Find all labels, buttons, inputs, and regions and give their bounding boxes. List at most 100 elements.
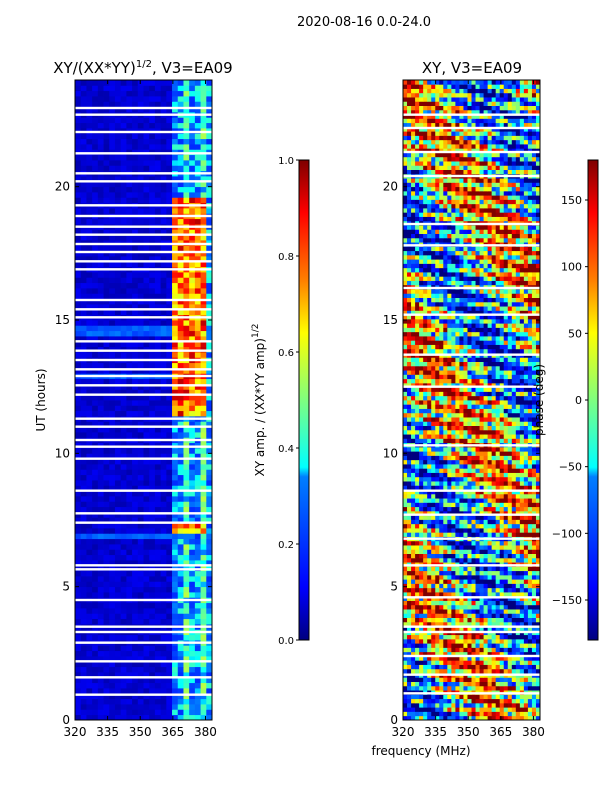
phase-cell: [451, 540, 456, 546]
phase-cell: [467, 515, 472, 520]
phase-cell: [419, 549, 424, 554]
amplitude-cell: [92, 288, 99, 294]
amplitude-cell: [149, 394, 156, 401]
amplitude-cell: [103, 613, 110, 620]
phase-cell: [491, 715, 497, 721]
phase-cell: [503, 498, 509, 503]
phase-cell: [411, 596, 416, 601]
amplitude-cell: [120, 661, 127, 668]
phase-cell: [415, 519, 420, 525]
amplitude-cell: [143, 410, 150, 417]
amplitude-cell: [166, 501, 173, 508]
phase-cell: [527, 545, 533, 550]
phase-cell: [475, 600, 480, 606]
phase-cell: [483, 677, 489, 682]
phase-cell: [403, 677, 408, 682]
phase-cell: [411, 698, 416, 704]
phase-cell: [419, 579, 424, 584]
amplitude-cell: [75, 378, 82, 385]
amplitude-cell: [80, 528, 87, 534]
phase-cell: [507, 668, 513, 674]
phase-cell: [439, 540, 444, 546]
phase-cell: [407, 583, 412, 589]
phase-cell: [535, 587, 541, 593]
amplitude-cell: [97, 613, 104, 620]
amplitude-cell: [80, 581, 87, 588]
amplitude-cell: [97, 586, 104, 593]
phase-cell: [495, 553, 501, 559]
amplitude-cell: [189, 293, 196, 300]
phase-cell: [407, 498, 412, 503]
phase-cell: [531, 545, 537, 550]
phase-cell: [515, 549, 521, 554]
amplitude-cell: [80, 96, 87, 102]
amplitude-cell: [143, 672, 150, 678]
amplitude-cell: [172, 490, 179, 497]
phase-cell: [407, 587, 412, 593]
phase-cell: [467, 634, 472, 640]
amplitude-cell: [194, 490, 201, 497]
amplitude-cell: [120, 80, 127, 86]
amplitude-cell: [166, 96, 173, 102]
amplitude-cell: [160, 96, 167, 102]
amplitude-cell: [132, 122, 139, 129]
phase-cell: [467, 638, 472, 644]
amplitude-cell: [172, 570, 179, 577]
phase-cell: [407, 481, 412, 486]
phase-cell: [511, 685, 517, 691]
phase-cell: [435, 698, 440, 704]
amplitude-cell: [92, 586, 99, 593]
phase-cell: [455, 502, 460, 508]
amplitude-cell: [194, 709, 201, 716]
amplitude-flagged-gap: [75, 374, 212, 378]
phase-cell: [515, 702, 521, 708]
phase-cell: [519, 532, 525, 537]
amplitude-cell: [114, 426, 122, 433]
amplitude-cell: [103, 570, 110, 577]
amplitude-cell: [206, 218, 213, 225]
amplitude-cell: [75, 554, 82, 561]
phase-cell: [471, 545, 476, 550]
phase-cell: [495, 685, 501, 691]
phase-cell: [443, 604, 448, 610]
amplitude-cell: [183, 634, 190, 641]
amplitude-cell: [189, 533, 196, 540]
phase-cell: [443, 587, 448, 593]
amplitude-cell: [160, 410, 167, 417]
amplitude-cell: [92, 352, 99, 358]
amplitude-cell: [109, 250, 116, 257]
amplitude-cell: [92, 549, 99, 556]
amplitude-cell: [143, 602, 150, 609]
phase-cell: [487, 540, 493, 546]
amplitude-cell: [166, 400, 173, 406]
phase-cell: [471, 489, 476, 495]
phase-cell: [403, 528, 408, 533]
amplitude-cell: [86, 144, 93, 150]
phase-cell: [435, 540, 440, 546]
amplitude-cell: [177, 362, 184, 369]
amplitude-cell: [75, 501, 82, 508]
amplitude-cell: [206, 464, 213, 470]
phase-cell: [411, 621, 416, 627]
phase-cell: [411, 493, 416, 499]
amplitude-flagged-gap: [75, 233, 212, 236]
phase-cell: [459, 702, 464, 708]
phase-cell: [407, 647, 412, 653]
amplitude-cell: [200, 298, 207, 305]
phase-cell: [419, 510, 424, 516]
phase-cell: [463, 502, 468, 508]
phase-cell: [459, 656, 464, 661]
phase-cell: [475, 489, 480, 495]
amplitude-cell: [200, 458, 207, 465]
amplitude-cell: [109, 490, 116, 497]
phase-cell: [523, 498, 529, 503]
phase-cell: [515, 617, 521, 623]
amplitude-cell: [132, 261, 139, 268]
amplitude-cell: [143, 378, 150, 385]
amplitude-cell: [172, 330, 179, 337]
phase-cell: [439, 498, 444, 503]
phase-cell: [443, 510, 448, 516]
phase-cell: [431, 510, 436, 516]
phase-cell: [431, 711, 436, 717]
amplitude-cell: [143, 613, 150, 620]
